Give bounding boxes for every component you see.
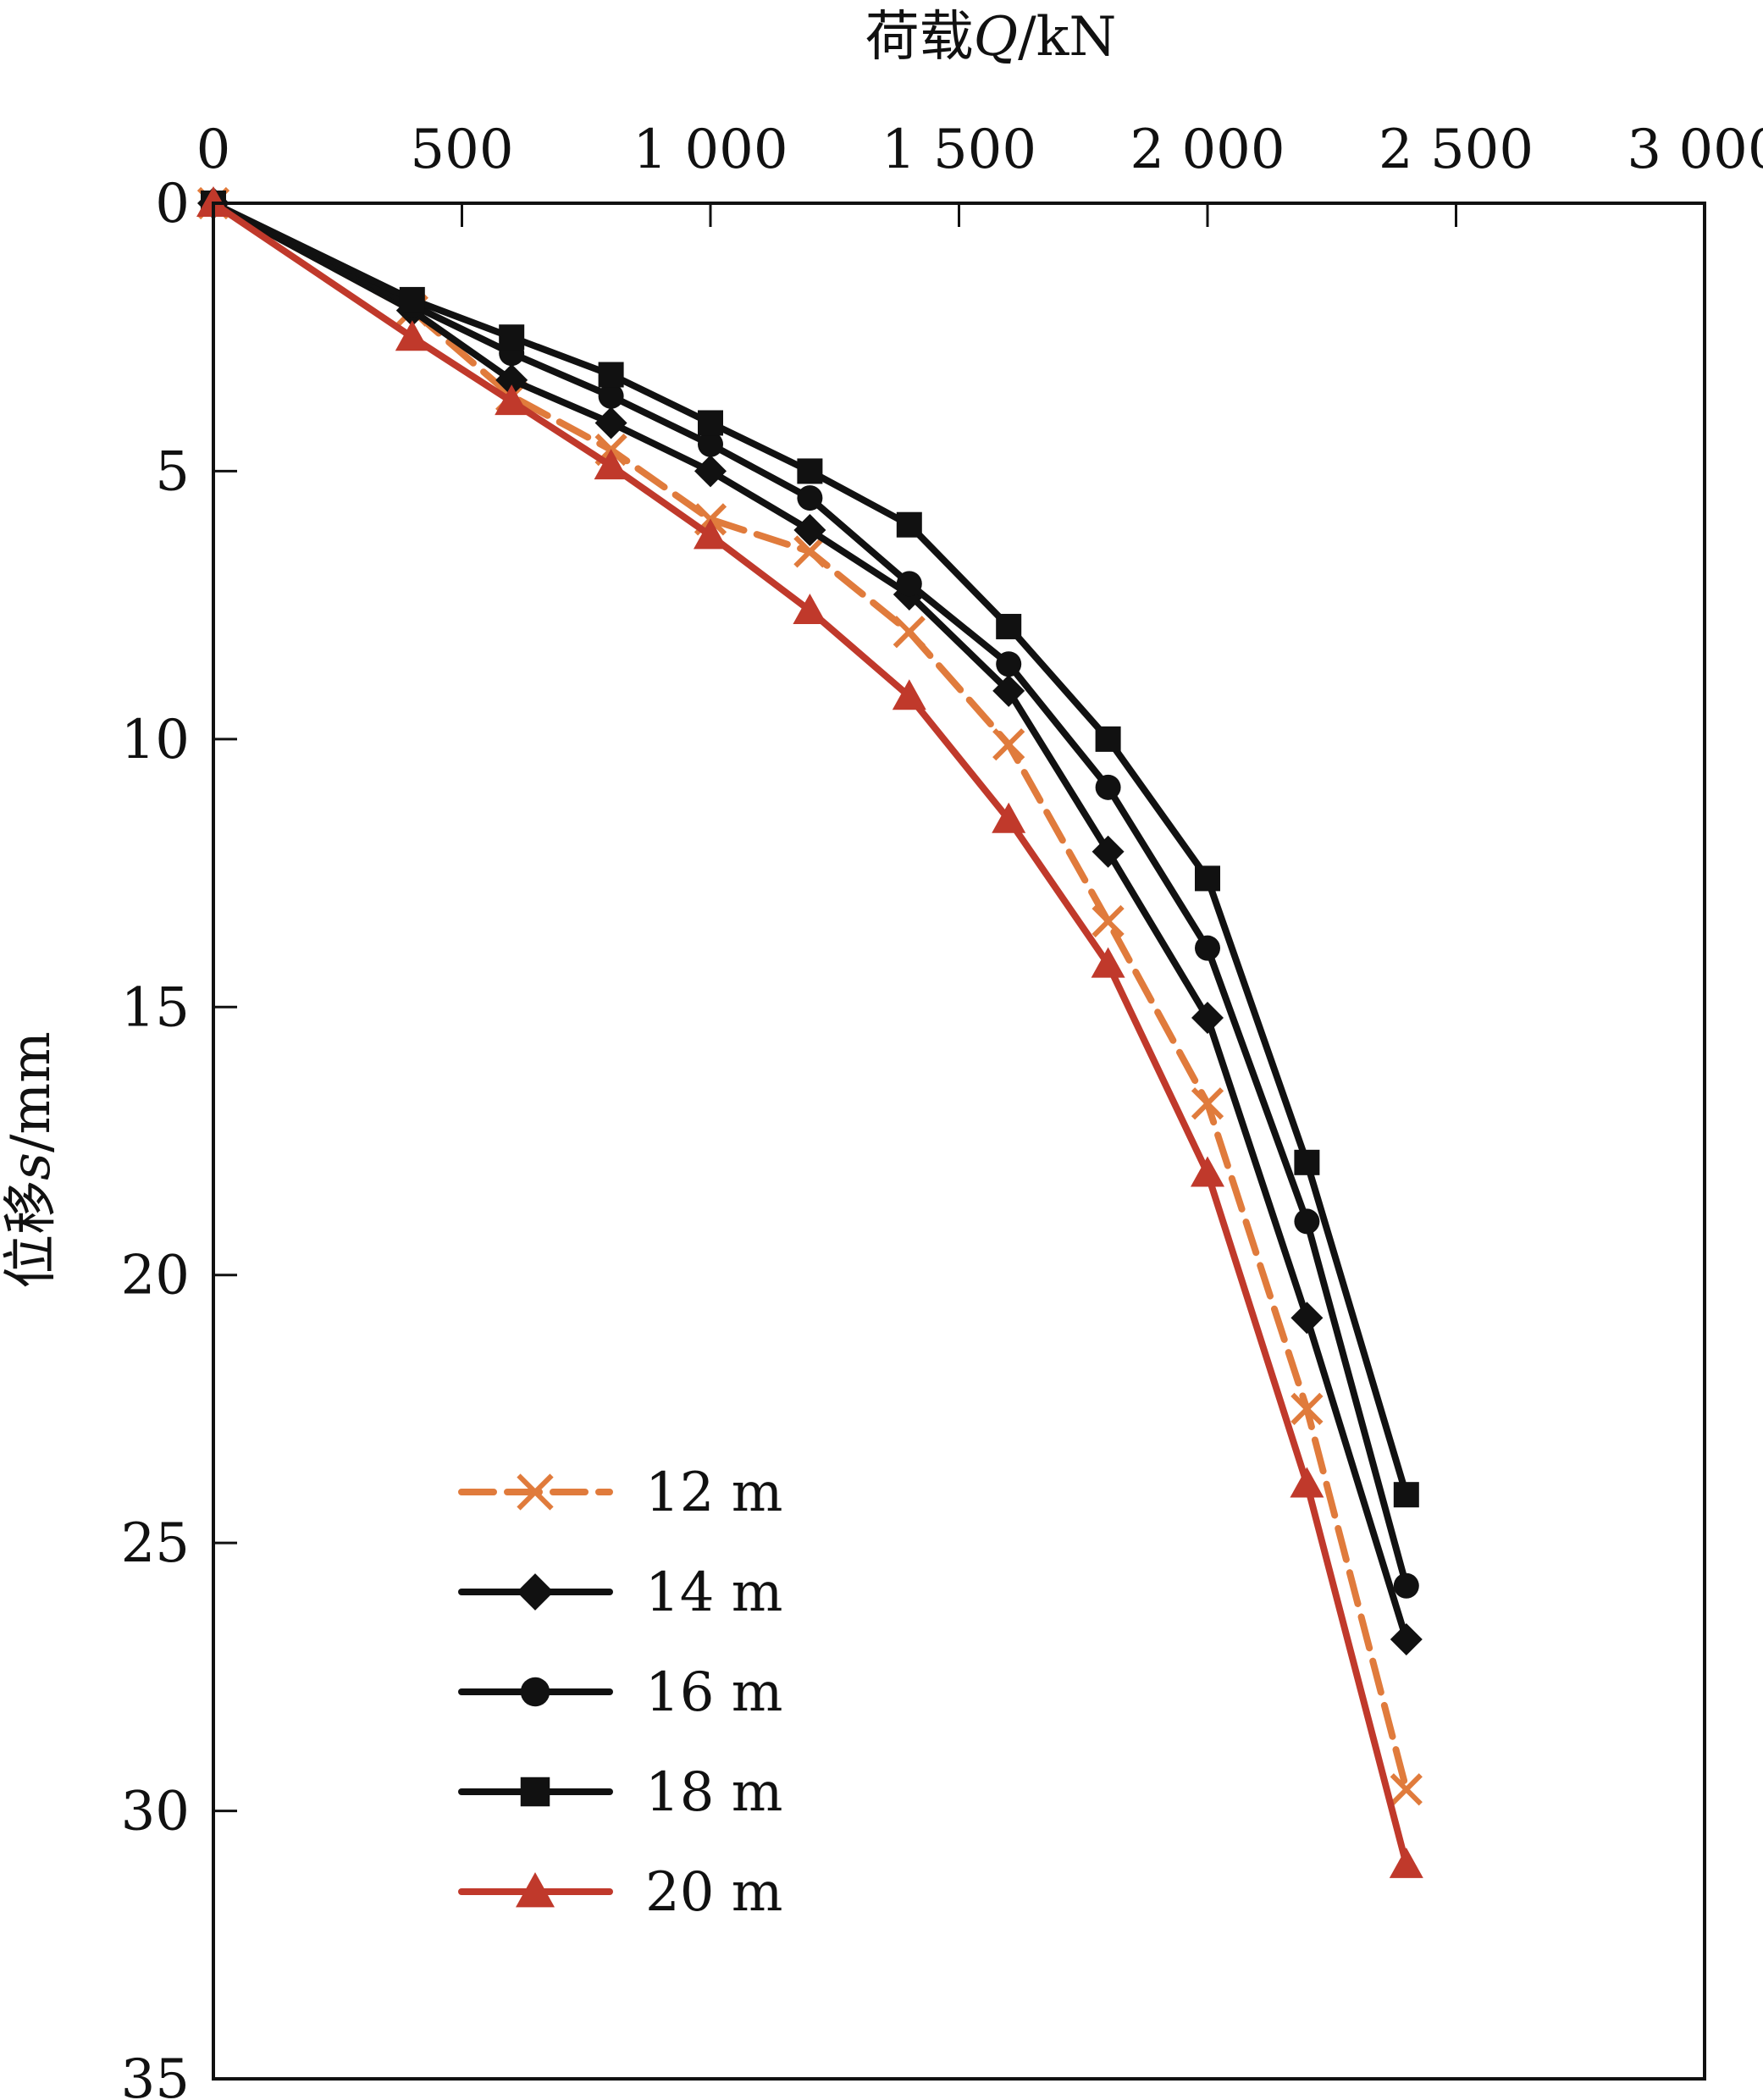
x-marker-stroke: [793, 535, 826, 568]
legend-swatch-marker: [516, 1872, 555, 1908]
data-point-16m-3: [598, 383, 624, 409]
x-axis-title: 荷载Q/kN: [865, 6, 1117, 69]
legend-item: 16 m: [458, 1661, 782, 1724]
y-tick-label: 10: [121, 709, 190, 771]
data-point-18m-3: [598, 362, 624, 388]
data-point-14m-4: [694, 455, 727, 488]
legend-swatch-marker: [520, 1777, 550, 1807]
x-marker-stroke: [992, 728, 1025, 761]
data-point-20m-11: [1389, 1847, 1423, 1878]
data-point-12m-10: [1290, 1392, 1324, 1426]
x-tick-label: 500: [410, 119, 513, 181]
x-marker-stroke: [1390, 1773, 1423, 1806]
legend-label: 20 m: [645, 1861, 782, 1924]
x-tick-label: 0: [196, 119, 231, 181]
series-line-16m: [210, 200, 1410, 1589]
data-point-20m-7: [992, 802, 1026, 833]
data-point-16m-5: [797, 485, 823, 511]
data-point-16m-11: [1393, 1572, 1419, 1599]
data-point-18m-9: [1195, 865, 1220, 892]
series-line-18m: [210, 200, 1410, 1499]
data-point-18m-8: [1095, 726, 1121, 752]
x-marker-stroke: [893, 616, 926, 649]
data-point-14m-3: [594, 406, 627, 439]
legend-swatch-marker: [517, 1573, 554, 1611]
data-point-14m-5: [793, 514, 826, 547]
data-point-20m-4: [694, 518, 727, 550]
data-point-14m-7: [992, 674, 1025, 707]
plot-layer: [196, 186, 1423, 1878]
data-point-20m-6: [892, 679, 926, 710]
legend-label: 16 m: [645, 1661, 782, 1724]
data-point-18m-4: [698, 410, 723, 436]
data-point-14m-11: [1390, 1623, 1423, 1656]
data-point-20m-1: [395, 320, 429, 351]
data-point-18m-11: [1393, 1482, 1419, 1508]
data-point-12m-5: [793, 535, 826, 568]
data-point-12m-7: [992, 728, 1025, 761]
legend-item: 14 m: [458, 1561, 782, 1624]
x-tick-label: 2 000: [1130, 119, 1285, 181]
x-marker-stroke: [517, 1473, 554, 1511]
data-point-20m-10: [1290, 1467, 1324, 1498]
data-point-14m-8: [1092, 835, 1125, 868]
y-tick-label: 5: [155, 440, 190, 503]
data-point-14m-10: [1290, 1301, 1324, 1335]
series-line-20m: [210, 200, 1410, 1868]
x-tick-label: 1 500: [882, 119, 1036, 181]
data-point-16m-7: [996, 651, 1022, 677]
x-tick-label: 2 500: [1379, 119, 1534, 181]
legend: 12 m 14 m 16 m 18 m 20 m: [458, 1462, 782, 1924]
data-point-16m-10: [1294, 1208, 1320, 1235]
data-point-16m-8: [1095, 774, 1121, 800]
x-marker-stroke: [1290, 1392, 1324, 1426]
data-point-20m-9: [1191, 1156, 1224, 1187]
data-point-12m-6: [893, 616, 926, 649]
y-tick-label: 25: [121, 1512, 190, 1575]
x-marker-stroke: [1092, 904, 1125, 938]
data-point-18m-2: [499, 324, 525, 351]
legend-item: 18 m: [458, 1761, 782, 1824]
data-point-18m-1: [399, 286, 425, 312]
plot-frame: [212, 202, 1706, 2081]
series-line-12m: [210, 200, 1410, 1793]
y-tick-label: 20: [121, 1245, 190, 1307]
y-tick-label: 15: [121, 976, 190, 1039]
legend-swatch-marker: [517, 1473, 554, 1511]
data-point-18m-5: [797, 458, 823, 484]
y-tick-label: 0: [155, 173, 190, 235]
legend-swatch-marker: [520, 1677, 550, 1707]
data-point-16m-9: [1195, 935, 1220, 961]
data-point-16m-4: [698, 431, 723, 457]
data-point-18m-7: [996, 613, 1022, 639]
x-marker-stroke: [1191, 1087, 1224, 1120]
data-point-20m-8: [1091, 947, 1125, 978]
legend-label: 18 m: [645, 1761, 782, 1824]
data-point-12m-11: [1390, 1773, 1423, 1806]
y-tick-label: 35: [121, 2048, 190, 2100]
legend-label: 12 m: [645, 1462, 782, 1524]
legend-item: 20 m: [458, 1861, 782, 1924]
data-point-12m-9: [1191, 1087, 1224, 1120]
data-point-14m-9: [1191, 1001, 1224, 1034]
legend-label: 14 m: [645, 1561, 782, 1624]
data-point-18m-10: [1294, 1149, 1320, 1175]
x-tick-label: 3 000: [1627, 119, 1763, 181]
data-point-14m-2: [495, 363, 528, 396]
data-point-18m-6: [896, 511, 922, 538]
x-tick-label: 1 000: [633, 119, 788, 181]
data-point-20m-3: [594, 449, 628, 480]
y-tick-label: 30: [121, 1781, 190, 1843]
data-point-20m-5: [793, 593, 827, 624]
data-point-12m-8: [1092, 904, 1125, 938]
data-point-20m-2: [495, 384, 529, 416]
series-line-14m: [210, 200, 1410, 1644]
legend-item: 12 m: [458, 1462, 782, 1524]
y-axis-title: 位移s/mm: [0, 1031, 63, 1289]
axes-layer: 0 500 1 000 1 500 2 000 2 500 3 000 0 5 10 15 20 25 3…: [121, 119, 1763, 2100]
data-point-16m-6: [896, 571, 922, 597]
